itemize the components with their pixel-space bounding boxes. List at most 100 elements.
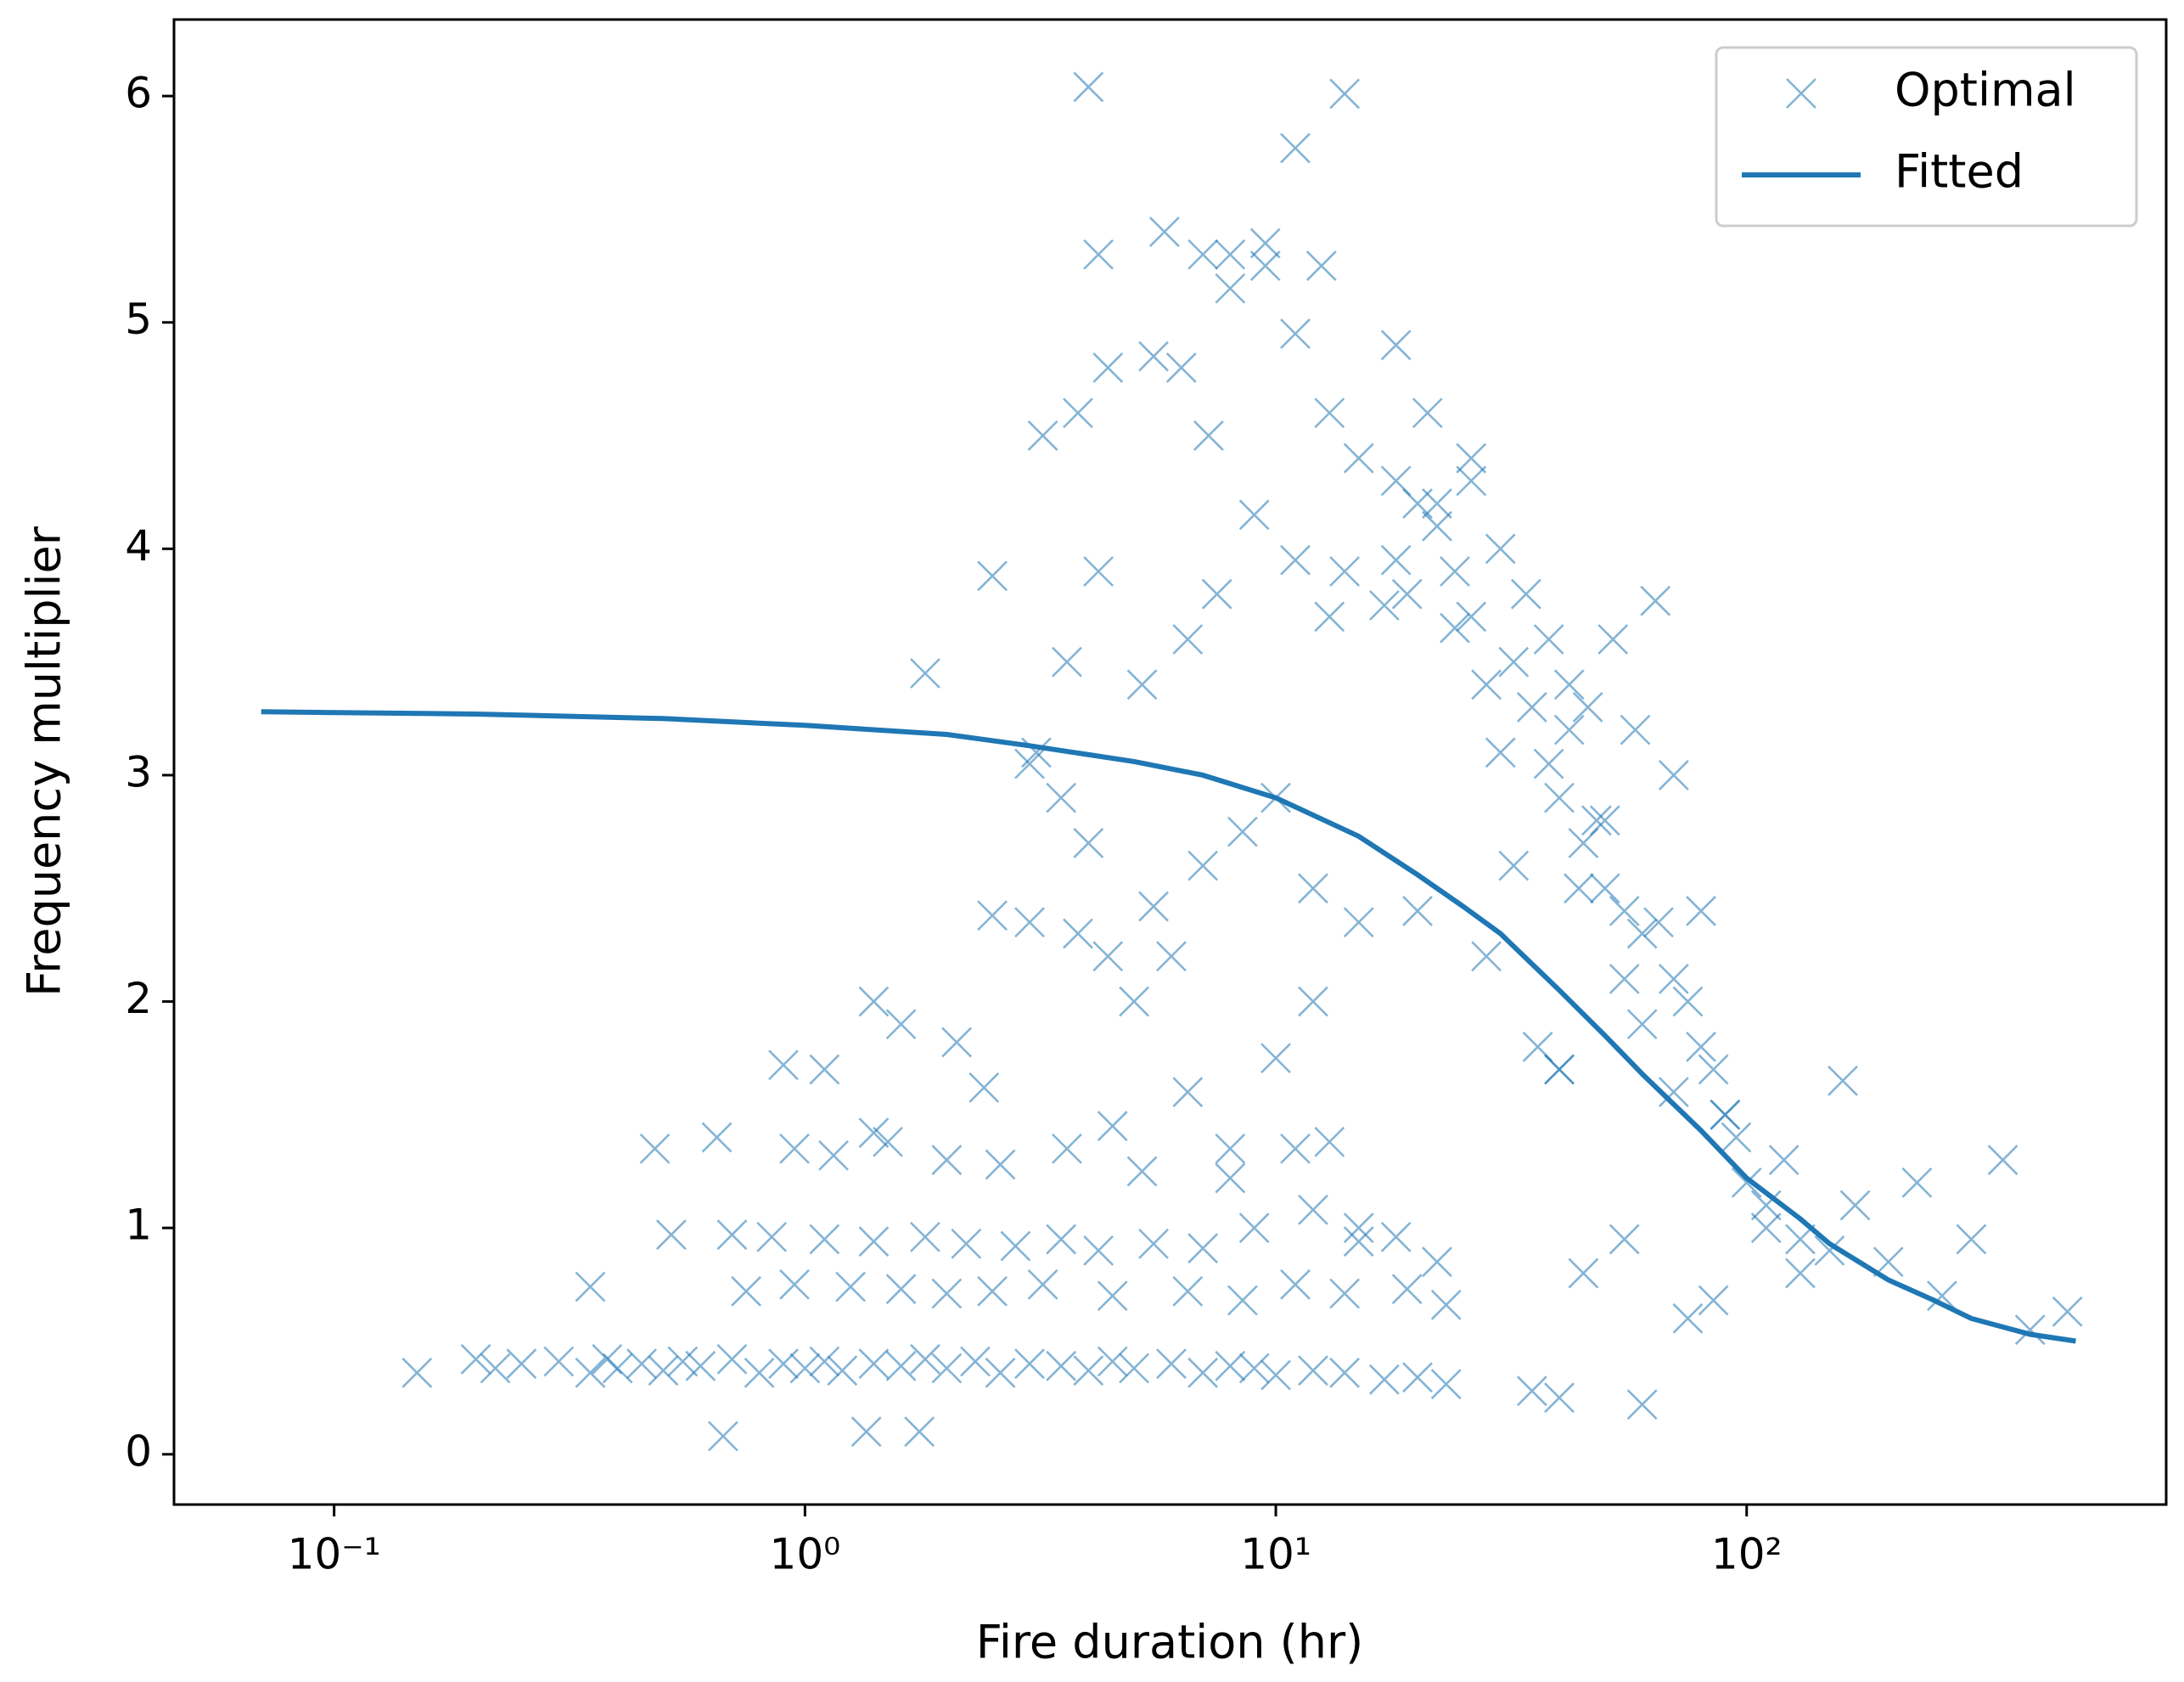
- plot-area: [261, 71, 2083, 1452]
- scatter-marker: [960, 1346, 991, 1377]
- scatter-marker: [1380, 1221, 1412, 1252]
- scatter-marker: [1215, 273, 1246, 304]
- scatter-marker: [1073, 828, 1104, 858]
- scatter-marker: [1014, 1348, 1045, 1380]
- scatter-marker: [1471, 669, 1502, 700]
- scatter-marker: [858, 1226, 890, 1257]
- scatter-marker: [744, 1357, 775, 1388]
- scatter-marker: [1672, 986, 1704, 1017]
- scatter-marker: [1238, 1212, 1270, 1244]
- scatter-marker: [1138, 340, 1169, 372]
- scatter-marker: [639, 1133, 671, 1164]
- scatter-marker: [1422, 488, 1452, 519]
- scatter-marker: [716, 1343, 748, 1375]
- scatter-marker: [1456, 465, 1487, 497]
- scatter-marker: [1027, 1269, 1058, 1300]
- legend-marker: [1786, 78, 1816, 109]
- scatter-marker: [910, 1221, 940, 1252]
- scatter-marker: [1430, 1289, 1462, 1320]
- scatter-marker: [480, 1353, 511, 1384]
- scatter-marker: [858, 1348, 890, 1380]
- scatter-marker: [1785, 1257, 1816, 1289]
- fitted-line: [261, 709, 2076, 1344]
- scatter-marker: [1298, 873, 1328, 904]
- scatter-marker: [1827, 1065, 1858, 1096]
- scatter-marker: [1027, 420, 1058, 451]
- scatter-marker: [1280, 1133, 1311, 1164]
- scatter-marker: [1456, 442, 1487, 474]
- scatter-marker: [1215, 239, 1246, 270]
- scatter-marker: [1485, 533, 1516, 565]
- scatter-marker: [1172, 1275, 1204, 1307]
- scatter-marker: [789, 1353, 821, 1384]
- scatter-marker: [1485, 737, 1516, 768]
- scatter-marker: [1516, 1375, 1547, 1407]
- scatter-marker: [1073, 1355, 1104, 1387]
- scatter-marker: [1063, 397, 1093, 429]
- x-tick-label: 10⁻¹: [288, 1530, 381, 1579]
- scatter-marker: [1156, 941, 1187, 972]
- legend-label: Fitted: [1895, 145, 2024, 199]
- scatter-marker: [1402, 1362, 1433, 1393]
- scatter-marker: [1658, 760, 1689, 790]
- scatter-marker: [575, 1357, 606, 1388]
- scatter-marker: [873, 1126, 903, 1157]
- scatter-marker: [1014, 748, 1045, 779]
- scatter-marker: [1698, 1285, 1729, 1316]
- scatter-marker: [1901, 1167, 1933, 1198]
- scatter-marker: [1329, 1278, 1361, 1309]
- scatter-marker: [1440, 612, 1470, 644]
- scatter-marker: [1329, 556, 1361, 587]
- scatter-marker: [655, 1219, 687, 1251]
- scatter-marker: [1589, 805, 1620, 836]
- scatter-marker: [1148, 217, 1180, 248]
- scatter-marker: [1126, 669, 1158, 700]
- scatter-marker: [1172, 1077, 1204, 1108]
- scatter-marker: [835, 1271, 867, 1302]
- scatter-marker: [1329, 78, 1361, 110]
- scatter-marker: [1314, 601, 1345, 633]
- scatter-marker: [1544, 1382, 1575, 1414]
- scatter-marker: [951, 1228, 982, 1259]
- scatter-marker: [1014, 907, 1045, 938]
- scatter-marker: [1626, 1389, 1658, 1420]
- scatter-marker: [1412, 397, 1443, 429]
- scatter-marker: [1083, 239, 1114, 270]
- scatter-marker: [1544, 1054, 1575, 1085]
- scatter-marker: [1097, 1346, 1128, 1377]
- scatter-marker: [1238, 499, 1270, 531]
- scatter-marker: [931, 1353, 963, 1384]
- scatter-marker: [1298, 1355, 1328, 1387]
- scatter-marker: [1187, 850, 1219, 881]
- scatter-marker: [1298, 986, 1328, 1017]
- scatter-marker: [1471, 941, 1502, 972]
- scatter-marker: [1731, 1167, 1762, 1198]
- scatter-marker: [667, 1346, 699, 1377]
- scatter-marker: [1046, 1224, 1077, 1255]
- scatter-marker: [1343, 1212, 1374, 1244]
- scatter-marker: [1564, 873, 1594, 904]
- scatter-marker: [1052, 1133, 1082, 1164]
- scatter-marker: [460, 1343, 491, 1375]
- scatter-marker: [1572, 692, 1603, 723]
- scatter-marker: [1092, 941, 1124, 972]
- scatter-marker: [1430, 1369, 1462, 1400]
- scatter-marker: [1422, 1246, 1452, 1278]
- y-axis-label: Frequency multiplier: [18, 526, 71, 997]
- scatter-marker: [575, 1271, 606, 1302]
- scatter-marker: [809, 1054, 840, 1085]
- scatter-marker: [1814, 1235, 1845, 1266]
- y-tick-label: 5: [125, 295, 152, 344]
- scatter-marker: [1391, 1274, 1423, 1305]
- scatter-marker: [1343, 907, 1374, 938]
- scatter-marker: [1280, 318, 1311, 349]
- scatter-marker: [1215, 1350, 1246, 1381]
- scatter-marker: [1314, 397, 1345, 429]
- scatter-marker: [2014, 1314, 2046, 1346]
- scatter-marker: [1768, 1145, 1799, 1176]
- scatter-marker: [1280, 1269, 1311, 1300]
- scatter-marker: [1201, 578, 1232, 610]
- scatter-marker: [626, 1348, 657, 1380]
- y-tick-label: 4: [125, 521, 152, 571]
- scatter-marker: [1380, 544, 1412, 576]
